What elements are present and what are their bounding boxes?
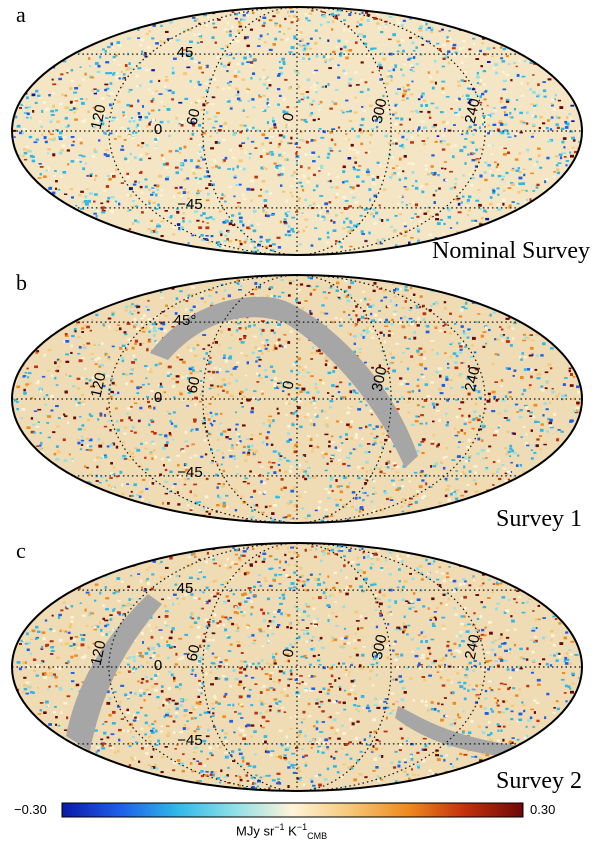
lat-label-a-2: −45 xyxy=(177,196,202,213)
data-gap-c-right xyxy=(395,706,520,758)
colorbar-gradient xyxy=(61,802,524,818)
lon-label-c-0: 120 xyxy=(88,639,110,667)
lat-label-b-2: −45 xyxy=(177,464,202,481)
panel-c: 45 0 −45 120 60 0 300 240 c Survey 2 xyxy=(0,536,600,800)
lon-label-c-1: 60 xyxy=(184,643,204,663)
lat-label-c-1: 0 xyxy=(154,657,162,674)
lon-label-b-1: 60 xyxy=(184,375,204,395)
map-outline-c xyxy=(11,542,583,792)
lon-label-a-4: 240 xyxy=(462,97,484,125)
lon-label-a-2: 0 xyxy=(279,111,297,123)
map-outline-a xyxy=(11,6,583,256)
lon-label-c-2: 0 xyxy=(279,647,297,659)
lat-label-c-2: −45 xyxy=(177,732,202,749)
lon-label-c-3: 300 xyxy=(369,633,391,661)
data-gap-c-left xyxy=(66,594,162,751)
survey-title-a: Nominal Survey xyxy=(432,238,590,264)
panel-a: 45 0 −45 120 60 0 300 240 a Nominal Survey xyxy=(0,0,600,268)
lat-label-c-0: 45 xyxy=(177,580,194,597)
panel-b: 45° 0 −45 120 60 0 300 240 b Survey 1 xyxy=(0,268,600,536)
panel-letter-a: a xyxy=(16,2,26,27)
colorbar-min-label: −0.30 xyxy=(14,802,47,817)
lat-label-a-1: 0 xyxy=(154,121,162,138)
panel-letter-c: c xyxy=(16,538,26,563)
colorbar-unit-label: MJy sr−1 K−1CMB xyxy=(236,822,328,841)
lon-label-b-2: 0 xyxy=(279,379,297,391)
mollweide-map-c: 45 0 −45 120 60 0 300 240 xyxy=(11,542,583,792)
data-gap-b xyxy=(150,296,418,468)
map-outline-b xyxy=(11,274,583,524)
colorbar: −0.30 0.30 MJy sr−1 K−1CMB xyxy=(0,800,600,845)
survey-title-b: Survey 1 xyxy=(496,506,582,532)
lon-label-c-4: 240 xyxy=(462,633,484,661)
lon-label-a-3: 300 xyxy=(369,97,391,125)
colorbar-max-label: 0.30 xyxy=(530,802,556,817)
survey-title-c: Survey 2 xyxy=(496,768,582,794)
lat-label-a-0: 45 xyxy=(177,44,194,61)
lat-label-b-0: 45° xyxy=(174,312,197,329)
panel-letter-b: b xyxy=(16,270,27,295)
lon-label-a-1: 60 xyxy=(184,107,204,127)
mollweide-map-b: 45° 0 −45 120 60 0 300 240 xyxy=(11,274,583,524)
lat-label-b-1: 0 xyxy=(154,389,162,406)
lon-label-a-0: 120 xyxy=(88,103,110,131)
lon-label-b-3: 300 xyxy=(369,365,391,393)
lon-label-b-0: 120 xyxy=(88,371,110,399)
mollweide-map-a: 45 0 −45 120 60 0 300 240 xyxy=(11,6,583,256)
lon-label-b-4: 240 xyxy=(462,365,484,393)
